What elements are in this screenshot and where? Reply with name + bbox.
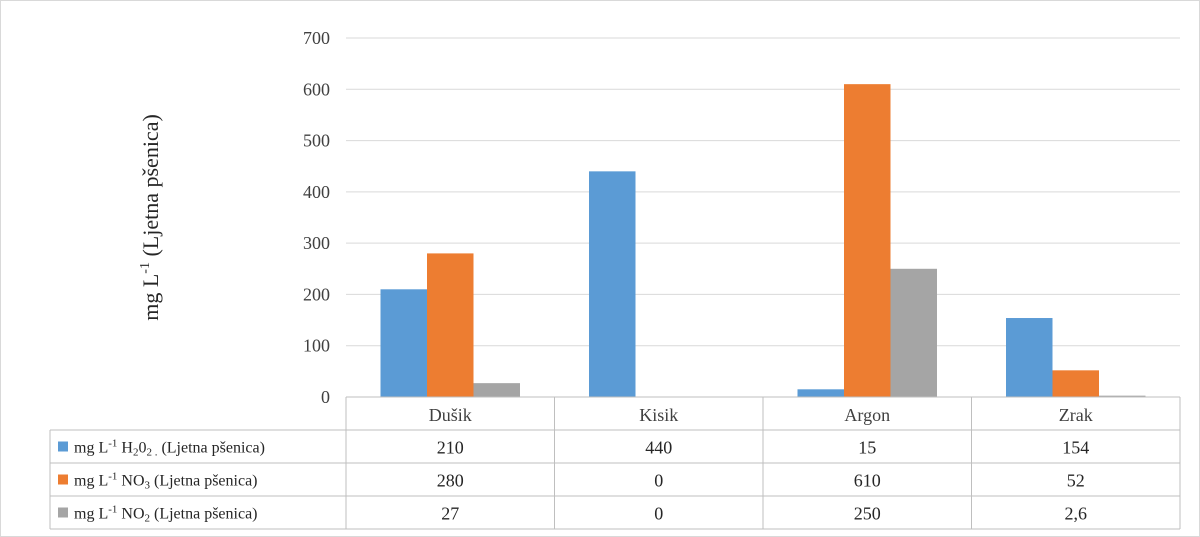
cell-s0-dušik: 210 [437, 438, 464, 458]
legend-label-part: 2 [145, 513, 151, 525]
bar-s0-dušik [380, 289, 427, 397]
legend-label-part: (Ljetna pšenica) [157, 440, 265, 457]
category-label-zrak: Zrak [1059, 405, 1093, 425]
cell-s2-zrak: 2,6 [1065, 504, 1088, 524]
y-tick-label-600: 600 [303, 79, 330, 99]
bar-s0-argon [797, 389, 844, 397]
cell-s2-kisik: 0 [654, 504, 663, 524]
y-tick-label-400: 400 [303, 182, 330, 202]
legend-label-part: 3 [145, 480, 151, 492]
cell-s1-argon: 610 [854, 471, 881, 491]
bar-s1-dušik [427, 253, 474, 397]
cell-s2-dušik: 27 [441, 504, 459, 524]
legend-label-s0: mg L-1 H202 . (Ljetna pšenica) [74, 438, 265, 459]
legend-label-part: -1 [108, 438, 117, 450]
bar-s0-kisik [589, 171, 636, 397]
bar-s1-zrak [1052, 370, 1099, 397]
y-axis-ticks: 0 100 200 300 400 500 600 700 [303, 28, 330, 407]
bar-s2-argon [890, 268, 937, 397]
legend-label-part: -1 [108, 504, 117, 516]
legend-label-part: NO [117, 473, 144, 490]
bar-s1-argon [844, 84, 891, 398]
category-label-argon: Argon [844, 405, 890, 425]
legend-label-part: mg L [74, 473, 108, 490]
bar-s2-dušik [473, 383, 520, 397]
y-tick-label-100: 100 [303, 336, 330, 356]
category-label-dušik: Dušik [429, 405, 472, 425]
legend-label-part: -1 [108, 471, 117, 483]
legend-label-part: mg L [74, 506, 108, 523]
bar-s2-zrak [1099, 395, 1146, 397]
y-axis-label-part: -1 [138, 262, 153, 274]
legend-label-s1: mg L-1 NO3 (Ljetna pšenica) [74, 471, 258, 492]
y-axis-label: mg L-1 (Ljetna pšenica) [138, 114, 163, 321]
y-tick-label-700: 700 [303, 28, 330, 48]
y-tick-label-500: 500 [303, 131, 330, 151]
category-label-kisik: Kisik [639, 405, 678, 425]
cell-s2-argon: 250 [854, 504, 881, 524]
cell-s0-zrak: 154 [1062, 438, 1089, 458]
legend-label-part: NO [117, 506, 144, 523]
cell-s1-kisik: 0 [654, 471, 663, 491]
y-axis-label-part: mg L [138, 274, 163, 321]
legend-label-part: H [117, 440, 133, 457]
legend-label-part: 2 . [146, 447, 157, 459]
legend-label-part: 0 [138, 440, 146, 457]
legend-swatch-s0 [58, 441, 68, 452]
y-tick-label-300: 300 [303, 233, 330, 253]
y-tick-label-0: 0 [321, 387, 330, 407]
y-tick-label-200: 200 [303, 284, 330, 304]
legend-label-part: (Ljetna pšenica) [150, 506, 258, 523]
legend-swatch-s1 [58, 474, 68, 485]
legend-label-part: mg L [74, 440, 108, 457]
cell-s1-dušik: 280 [437, 471, 464, 491]
y-axis-label-part: (Ljetna pšenica) [138, 114, 163, 262]
cell-s1-zrak: 52 [1067, 471, 1085, 491]
cell-s0-kisik: 440 [645, 438, 672, 458]
legend-swatch-s2 [58, 507, 68, 518]
legend-label-part: (Ljetna pšenica) [150, 473, 258, 490]
bar-s0-zrak [1006, 318, 1053, 397]
cell-s0-argon: 15 [858, 438, 876, 458]
legend-label-s2: mg L-1 NO2 (Ljetna pšenica) [74, 504, 258, 525]
legend-label-part: 2 [133, 447, 139, 459]
bars [380, 84, 1146, 398]
